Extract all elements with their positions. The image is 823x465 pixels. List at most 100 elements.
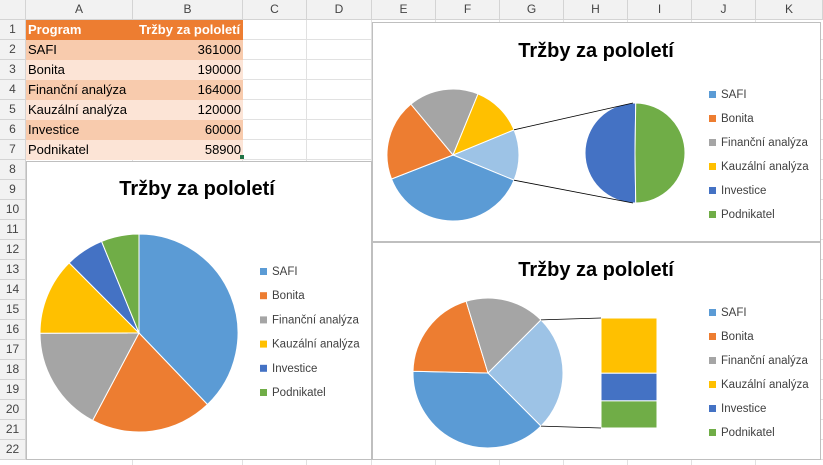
select-all-corner[interactable] xyxy=(0,0,26,20)
pie-slice-safi[interactable] xyxy=(390,154,515,222)
pie-slice-bonita[interactable] xyxy=(412,300,489,374)
legend-swatch xyxy=(260,292,267,300)
column-header-d[interactable]: D xyxy=(307,0,372,20)
legend-swatch xyxy=(260,364,267,372)
pie-slice-bonita[interactable] xyxy=(91,332,209,433)
legend-swatch xyxy=(709,115,716,122)
fill-handle[interactable] xyxy=(240,155,244,159)
row-header-16[interactable]: 16 xyxy=(0,320,26,340)
pie-slice-kauzalni-analyza[interactable] xyxy=(452,93,515,156)
cell-program[interactable]: Investice xyxy=(26,120,133,140)
row-header-4[interactable]: 4 xyxy=(0,80,26,100)
row-header-17[interactable]: 17 xyxy=(0,340,26,360)
row-header-2[interactable]: 2 xyxy=(0,40,26,60)
column-header-b[interactable]: B xyxy=(133,0,243,20)
pie-chart[interactable]: Tržby za pololetí SAFI Bonita Finanční anal… xyxy=(26,161,372,460)
legend-swatch xyxy=(709,91,716,98)
cell-value[interactable]: 164000 xyxy=(133,80,243,100)
legend-entry-investice: Investice xyxy=(272,363,317,375)
row-header-11[interactable]: 11 xyxy=(0,220,26,240)
legend-swatch xyxy=(260,268,267,275)
row-header-22[interactable]: 22 xyxy=(0,440,26,460)
secondary-slice-investice[interactable] xyxy=(584,102,637,204)
legend-swatch xyxy=(709,333,716,340)
secondary-slice-podnikatel[interactable] xyxy=(634,102,686,204)
legend-entry-safi: SAFI xyxy=(721,307,747,319)
cell-program[interactable]: Kauzální analýza xyxy=(26,100,133,120)
legend-swatch xyxy=(260,389,267,396)
column-header-i[interactable]: I xyxy=(628,0,692,20)
cell-program[interactable]: Podnikatel xyxy=(26,140,133,160)
column-header-f[interactable]: F xyxy=(436,0,500,20)
pie-slice-bonita[interactable] xyxy=(386,103,454,180)
row-header-1[interactable]: 1 xyxy=(0,20,26,40)
pie-slice-safi[interactable] xyxy=(138,233,239,406)
column-header-e[interactable]: E xyxy=(372,0,436,20)
column-header-h[interactable]: H xyxy=(564,0,628,20)
row-header-8[interactable]: 8 xyxy=(0,160,26,180)
legend-entry-investice: Investice xyxy=(721,403,766,415)
cell-value[interactable]: 361000 xyxy=(133,40,243,60)
row-header-9[interactable]: 9 xyxy=(0,180,26,200)
row-header-19[interactable]: 19 xyxy=(0,380,26,400)
legend-entry-kauzalni-analyza: Kauzální analýza xyxy=(272,339,360,351)
cell-value[interactable]: 60000 xyxy=(133,120,243,140)
pie-slice-safi[interactable] xyxy=(412,370,542,449)
legend-entry-podnikatel: Podnikatel xyxy=(272,387,326,399)
cell-program[interactable]: SAFI xyxy=(26,40,133,60)
legend-entry-kauzalni-analyza: Kauzální analýza xyxy=(721,161,809,173)
pie-slice-financni-analyza[interactable] xyxy=(465,297,542,374)
legend-entry-investice: Investice xyxy=(721,185,766,197)
legend-swatch xyxy=(709,309,716,316)
legend-entry-podnikatel: Podnikatel xyxy=(721,427,775,439)
column-header-a[interactable]: A xyxy=(26,0,133,20)
row-header-13[interactable]: 13 xyxy=(0,260,26,280)
pie-of-pie-chart[interactable]: Tržby za pololetí SAFI Bonita Finanční anal… xyxy=(372,22,821,242)
pie-slice-other[interactable] xyxy=(487,319,564,427)
row-header-20[interactable]: 20 xyxy=(0,400,26,420)
legend-swatch xyxy=(709,211,716,218)
pie-slice-podnikatel[interactable] xyxy=(100,233,140,334)
chart-title: Tržby za pololetí xyxy=(119,178,276,200)
cell-program[interactable]: Finanční analýza xyxy=(26,80,133,100)
legend-swatch xyxy=(709,187,716,194)
header-cell-trzby[interactable]: Tržby za pololetí xyxy=(133,20,243,40)
column-header-k[interactable]: K xyxy=(756,0,823,20)
bar-segment-podnikatel[interactable] xyxy=(600,400,658,429)
cell-program[interactable]: Bonita xyxy=(26,60,133,80)
pie-slice-kauzalni-analyza[interactable] xyxy=(39,262,141,334)
connector-line xyxy=(540,317,602,321)
row-header-7[interactable]: 7 xyxy=(0,140,26,160)
legend-entry-financni-analyza: Finanční analýza xyxy=(272,314,360,326)
column-header-j[interactable]: J xyxy=(692,0,756,20)
cell-value[interactable]: 58900 xyxy=(133,140,243,160)
connector-line xyxy=(513,179,634,204)
bar-segment-kauzalni-analyza[interactable] xyxy=(600,317,658,374)
legend-entry-bonita: Bonita xyxy=(721,331,754,343)
legend-swatch xyxy=(709,405,716,412)
pie-slice-financni-analyza[interactable] xyxy=(410,88,479,156)
legend-swatch xyxy=(709,163,716,170)
legend-swatch xyxy=(260,340,267,348)
row-header-21[interactable]: 21 xyxy=(0,420,26,440)
bar-segment-investice[interactable] xyxy=(600,372,658,402)
cell-value[interactable]: 120000 xyxy=(133,100,243,120)
cell-value[interactable]: 190000 xyxy=(133,60,243,80)
row-header-3[interactable]: 3 xyxy=(0,60,26,80)
pie-slice-financni-analyza[interactable] xyxy=(39,332,140,422)
row-header-5[interactable]: 5 xyxy=(0,100,26,120)
header-cell-program[interactable]: Program xyxy=(26,20,133,40)
column-header-c[interactable]: C xyxy=(243,0,307,20)
legend-entry-bonita: Bonita xyxy=(272,290,305,302)
row-header-6[interactable]: 6 xyxy=(0,120,26,140)
bar-of-pie-chart[interactable]: Tržby za pololetí SAFI Bonita Finanční anal… xyxy=(372,242,821,460)
row-header-15[interactable]: 15 xyxy=(0,300,26,320)
legend-entry-safi: SAFI xyxy=(721,89,747,101)
connector-line xyxy=(513,102,634,131)
row-header-14[interactable]: 14 xyxy=(0,280,26,300)
row-header-10[interactable]: 10 xyxy=(0,200,26,220)
column-header-g[interactable]: G xyxy=(500,0,564,20)
row-header-18[interactable]: 18 xyxy=(0,360,26,380)
row-header-12[interactable]: 12 xyxy=(0,240,26,260)
